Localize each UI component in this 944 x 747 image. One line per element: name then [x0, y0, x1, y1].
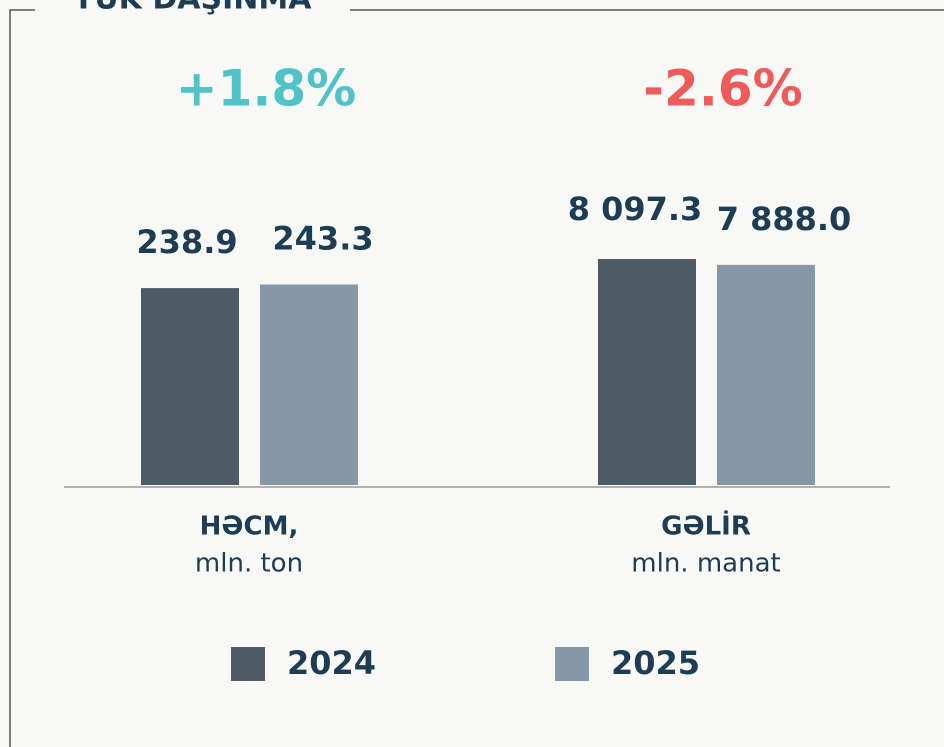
category-subtitle: mln. manat — [631, 549, 780, 579]
bar — [598, 259, 696, 485]
category-subtitle: mln. ton — [195, 549, 303, 579]
value-label: 243.3 — [272, 219, 373, 257]
value-label: 238.9 — [136, 223, 237, 261]
legend-swatch — [231, 647, 265, 681]
legend-label: 2024 — [287, 644, 376, 682]
legend-swatch — [555, 647, 589, 681]
value-label: 8 097.3 — [568, 190, 703, 228]
change-annotation: -2.6% — [643, 60, 802, 118]
page-title: YÜK DAŞINMA — [72, 0, 313, 17]
frame — [9, 9, 944, 747]
bar — [141, 288, 239, 485]
category-title: HƏCM, — [200, 512, 299, 542]
bar — [260, 284, 358, 485]
category-title: GƏLİR — [661, 510, 751, 542]
bar — [717, 264, 815, 485]
value-label: 7 888.0 — [717, 200, 852, 238]
change-annotation: +1.8% — [176, 60, 357, 118]
legend-label: 2025 — [611, 644, 700, 682]
